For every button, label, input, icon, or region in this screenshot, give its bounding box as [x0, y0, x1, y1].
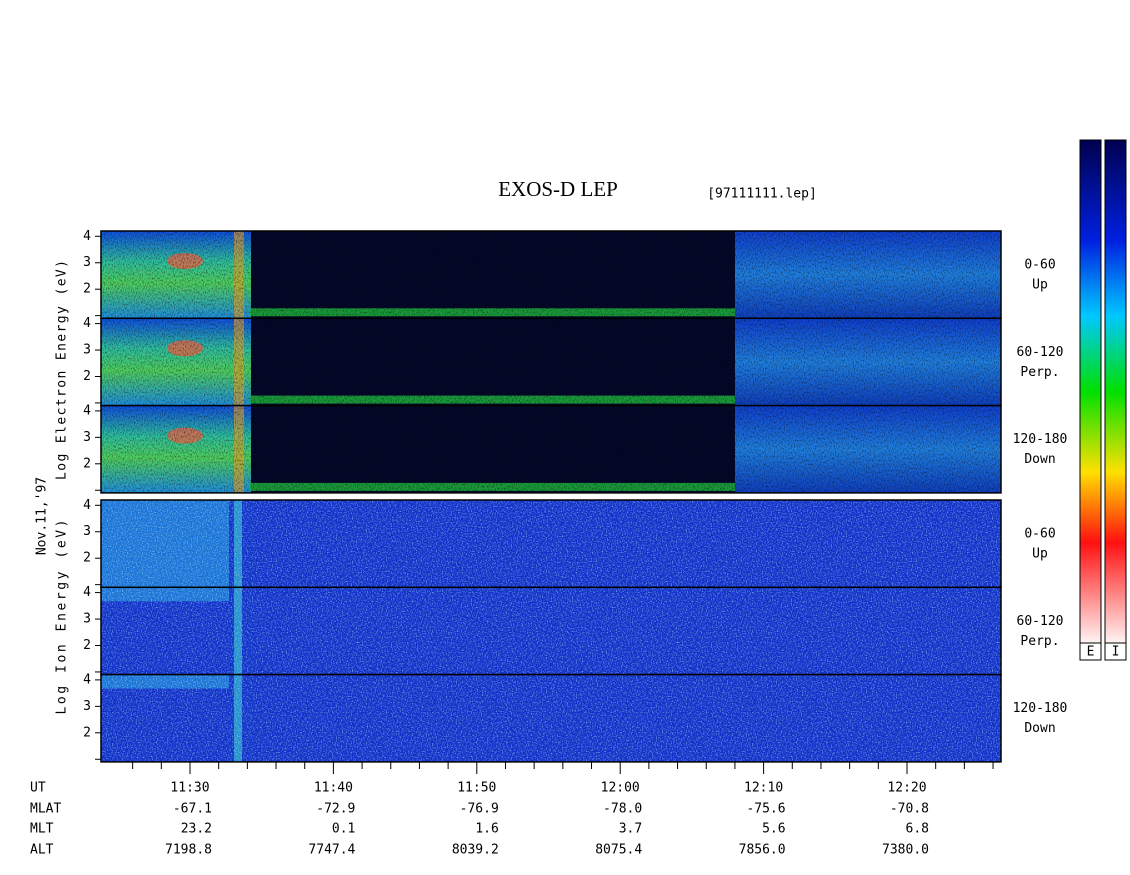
y-tick-label: 3 — [83, 699, 91, 714]
x-tick-label: 11:50 — [457, 781, 496, 796]
ephemeris-value: 6.8 — [906, 822, 929, 837]
spectrogram-texture — [101, 500, 1001, 588]
ephemeris-row-label: UT — [30, 781, 46, 796]
ephemeris-value: 1.6 — [475, 822, 498, 837]
ephemeris-row-label: MLT — [30, 822, 54, 837]
y-tick-label: 4 — [83, 229, 91, 244]
ephemeris-value: 23.2 — [181, 822, 212, 837]
panel-direction: Perp. — [1020, 365, 1059, 380]
ephemeris-value: 8039.2 — [452, 843, 499, 858]
y-tick-label: 3 — [83, 612, 91, 627]
panel-direction: Up — [1032, 278, 1048, 293]
ephemeris-value: 5.6 — [762, 822, 785, 837]
y-tick-label: 2 — [83, 369, 91, 384]
panel-angle: 60-120 — [1017, 614, 1064, 629]
y-tick-label: 3 — [83, 343, 91, 358]
spectrogram-texture — [101, 405, 1001, 493]
y-tick-label: 4 — [83, 585, 91, 600]
date-label: Nov.11,'97 — [35, 477, 50, 555]
colorbar-label: E — [1087, 645, 1095, 660]
y-tick-label: 2 — [83, 282, 91, 297]
y-tick-label: 2 — [83, 638, 91, 653]
y-tick-label: 4 — [83, 672, 91, 687]
panel-frame — [100, 404, 1002, 494]
ephemeris-value: 7747.4 — [308, 843, 355, 858]
colorbar — [1104, 139, 1127, 644]
ephemeris-value: -76.9 — [460, 802, 499, 817]
y-tick-label: 4 — [83, 316, 91, 331]
y-tick-label: 3 — [83, 524, 91, 539]
x-tick-label: 11:40 — [314, 781, 353, 796]
y-tick-label: 4 — [83, 403, 91, 418]
y-axis-label: Log Ion Energy (eV) — [55, 520, 70, 715]
x-tick-label: 11:30 — [170, 781, 209, 796]
colorbar — [1079, 139, 1102, 644]
panel-angle: 120-180 — [1013, 432, 1068, 447]
panel-angle: 120-180 — [1013, 701, 1068, 716]
y-tick-label: 2 — [83, 551, 91, 566]
colorbar-label: I — [1112, 645, 1120, 660]
ephemeris-row-label: MLAT — [30, 802, 61, 817]
file-label: [97111111.lep] — [707, 187, 817, 202]
ephemeris-value: -70.8 — [890, 802, 929, 817]
panel-angle: 0-60 — [1024, 258, 1055, 273]
spectrogram-texture — [101, 231, 1001, 319]
panel-direction: Perp. — [1020, 634, 1059, 649]
spectrogram-texture — [101, 674, 1001, 762]
ephemeris-value: -72.9 — [316, 802, 355, 817]
ephemeris-value: -78.0 — [603, 802, 642, 817]
ephemeris-value: 3.7 — [619, 822, 642, 837]
spectrogram-panels: 2 3 4 0-60 Up 2 3 4 60-120 Perp. 2 3 4 120-180 Down Log… — [55, 229, 1068, 763]
ephemeris-value: 0.1 — [332, 822, 355, 837]
time-axis: UT 11:30 11:40 11:50 12:00 12:10 12:20 MLAT -67.… — [30, 762, 994, 858]
spectrogram-texture — [101, 587, 1001, 675]
y-tick-label: 3 — [83, 430, 91, 445]
panel-direction: Down — [1024, 721, 1055, 736]
x-tick-label: 12:00 — [601, 781, 640, 796]
y-tick-label: 3 — [83, 255, 91, 270]
ephemeris-value: -67.1 — [173, 802, 212, 817]
panel-direction: Down — [1024, 452, 1055, 467]
y-tick-label: 4 — [83, 498, 91, 513]
ephemeris-value: 7380.0 — [882, 843, 929, 858]
y-axis-label: Log Electron Energy (eV) — [55, 260, 70, 480]
title: EXOS-D LEP — [498, 177, 618, 201]
ephemeris-row-label: ALT — [30, 843, 54, 858]
x-tick-label: 12:20 — [887, 781, 926, 796]
colorbar-label-box — [1104, 642, 1127, 661]
spectrogram-texture — [101, 318, 1001, 406]
ephemeris-value: 7856.0 — [739, 843, 786, 858]
x-tick-label: 12:10 — [744, 781, 783, 796]
ephemeris-value: -75.6 — [746, 802, 785, 817]
ephemeris-value: 8075.4 — [595, 843, 642, 858]
colorbar-label-box — [1079, 642, 1102, 661]
panel-direction: Up — [1032, 547, 1048, 562]
panel-angle: 0-60 — [1024, 527, 1055, 542]
ephemeris-value: 7198.8 — [165, 843, 212, 858]
panel-angle: 60-120 — [1017, 345, 1064, 360]
y-tick-label: 2 — [83, 725, 91, 740]
panel-frame — [100, 673, 1002, 763]
y-tick-label: 2 — [83, 456, 91, 471]
